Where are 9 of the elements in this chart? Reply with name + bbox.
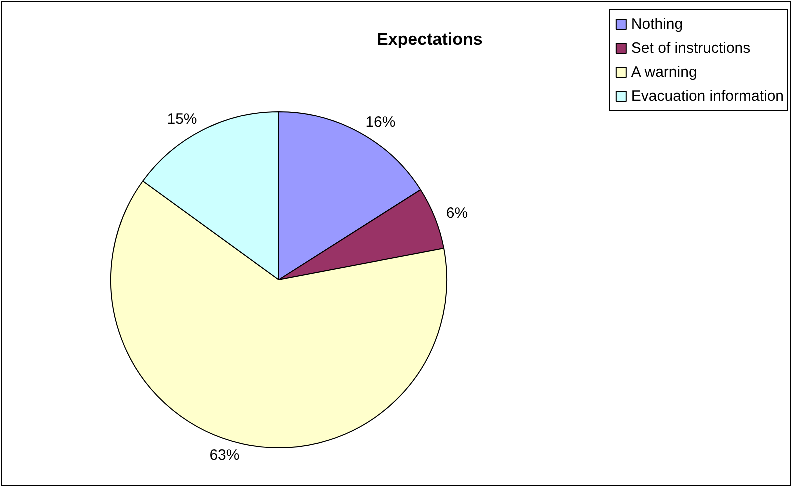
data-label: 63% — [210, 447, 240, 464]
data-label: 6% — [446, 205, 468, 222]
text: Expectations — [377, 30, 483, 49]
data-label: 16% — [366, 114, 396, 131]
legend-label: A warning — [631, 64, 698, 81]
legend-label: Evacuation information — [631, 88, 784, 105]
legend-label: Nothing — [631, 16, 684, 33]
legend-label: Set of instructions — [631, 40, 751, 57]
data-label: 15% — [167, 111, 198, 128]
